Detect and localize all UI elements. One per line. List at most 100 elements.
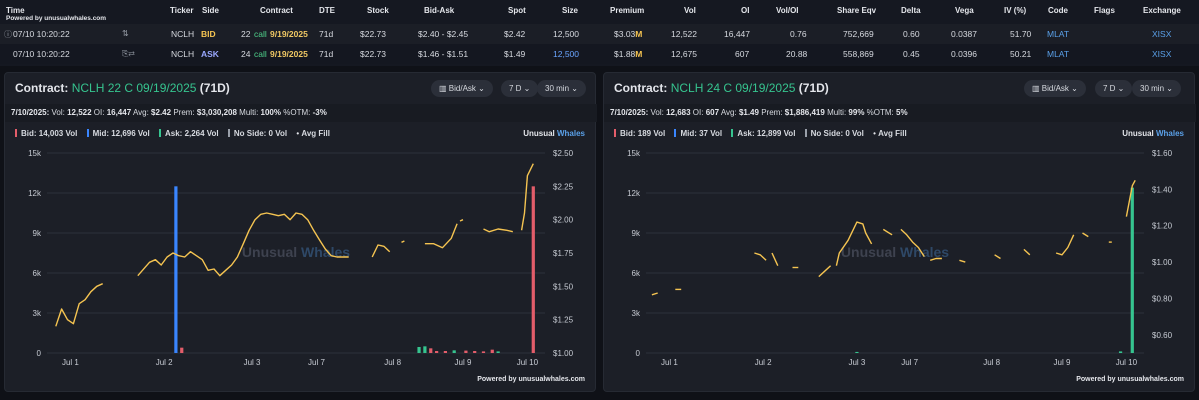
cell-dte: 71d (319, 49, 334, 59)
mode-value: Bid/Ask (448, 84, 476, 93)
y-left-tick-label: 12k (627, 189, 641, 198)
stats-oi-label: OI: (93, 108, 105, 117)
chevron-down-icon: ⌄ (1068, 84, 1078, 93)
x-tick-label: Jul 10 (1116, 358, 1138, 367)
col-header-delta[interactable]: Delta (901, 6, 921, 15)
col-header-vol[interactable]: Vol (684, 6, 696, 15)
volume-bar-ask (855, 351, 859, 353)
legend-noside[interactable]: No Side: 0 Vol (227, 129, 287, 138)
mode-select[interactable]: ▥ Bid/Ask ⌄ (1024, 80, 1086, 97)
stats-prem: $3,030,208 (196, 108, 237, 117)
volume-bar-bid (481, 351, 486, 353)
cell-vol: 12,675 (671, 49, 697, 59)
cell-expiry: 9/19/2025 (270, 29, 308, 39)
range-select[interactable]: 7 D ⌄ (1095, 80, 1133, 97)
cell-code[interactable]: MLAT (1047, 29, 1070, 39)
volume-bar-ask (496, 351, 500, 353)
col-header-vol-oi[interactable]: Vol/OI (776, 6, 799, 15)
legend-bid[interactable]: Bid: 189 Vol (614, 129, 665, 138)
legend-avgfill[interactable]: • Avg Fill (296, 129, 330, 138)
volume-bar-ask (417, 347, 421, 353)
powered-by-label: Powered by unusualwhales.com (477, 376, 585, 383)
col-header-code[interactable]: Code (1048, 6, 1068, 15)
range-select[interactable]: 7 D ⌄ (501, 80, 539, 97)
x-tick-label: Jul 7 (901, 358, 918, 367)
price-volume-chart[interactable]: 0 3k 6k 9k 12k 15k $0.60 $0.80 $1.00 $1.20 $1.40 $1… (604, 143, 1196, 373)
col-header-vega[interactable]: Vega (955, 6, 974, 15)
contract-panel-left: Contract: NCLH 22 C 09/19/2025 (71D) ▥ B… (4, 72, 597, 392)
col-header-size[interactable]: Size (562, 6, 579, 15)
col-header-bid-ask[interactable]: Bid-Ask (424, 6, 455, 15)
col-header-share-eqv[interactable]: Share Eqv (837, 6, 877, 15)
cell-ticker[interactable]: NCLH (171, 49, 195, 59)
legend-bid[interactable]: Bid: 14,003 Vol (15, 129, 77, 138)
avg-fill-line (1023, 248, 1031, 256)
legend-ask[interactable]: Ask: 2,264 Vol (159, 129, 219, 138)
contract-name[interactable]: NCLH 22 C 09/19/2025 (71, 81, 197, 95)
chart-legend: Bid: 189 Vol Mid: 37 Vol Ask: 12,899 Vol… (614, 129, 914, 138)
cell-size: 12,500 (553, 49, 579, 59)
y-right-tick-label: $2.25 (553, 182, 574, 191)
table-row[interactable]: 07/10 10:20:22 ⎘⇄ NCLH ASK 24 call 9/19/… (0, 44, 1199, 64)
watermark-part: Whales (900, 244, 949, 260)
stats-oi-label: OI: (692, 108, 704, 117)
col-header-stock[interactable]: Stock (367, 6, 389, 15)
price-volume-chart[interactable]: 0 3k 6k 9k 12k 15k $1.00 $1.25 $1.50 $1.75 $2.00 $2… (5, 143, 597, 373)
legend-avgfill[interactable]: • Avg Fill (873, 129, 907, 138)
link-icon[interactable]: ⇅ (122, 29, 129, 38)
volume-bar-bid (464, 350, 468, 353)
cell-iv: 50.21 (1010, 49, 1032, 59)
avg-fill-line (424, 223, 458, 249)
cell-time: 07/10 10:20:22 (13, 29, 70, 39)
legend-mid[interactable]: Mid: 12,696 Vol (86, 129, 150, 138)
cell-spot: $1.49 (504, 49, 526, 59)
table-row[interactable]: ⓘ 07/10 10:20:22 ⇅ NCLH BID 22 call 9/19… (0, 24, 1199, 44)
stats-oi: 607 (705, 108, 720, 117)
cell-type: call (254, 29, 267, 39)
col-header-side[interactable]: Side (202, 6, 219, 15)
legend-noside[interactable]: No Side: 0 Vol (804, 129, 864, 138)
col-header-oi[interactable]: OI (741, 6, 750, 15)
y-left-tick-label: 9k (632, 229, 641, 238)
stats-avg: $2.42 (151, 108, 172, 117)
stats-otm-label: %OTM: (866, 108, 894, 117)
col-header-flags[interactable]: Flags (1094, 6, 1115, 15)
y-left-tick-label: 12k (28, 189, 42, 198)
y-left-tick-label: 3k (632, 309, 641, 318)
chevron-down-icon: ⌄ (569, 84, 578, 93)
mode-select[interactable]: ▥ Bid/Ask ⌄ (431, 80, 493, 97)
x-tick-label: Jul 8 (983, 358, 1000, 367)
col-header-ticker[interactable]: Ticker (170, 6, 194, 15)
stats-vol: 12,522 (67, 108, 92, 117)
chart-legend: Bid: 14,003 Vol Mid: 12,696 Vol Ask: 2,2… (15, 129, 337, 138)
col-header-contract[interactable]: Contract (260, 6, 293, 15)
y-left-tick-label: 0 (37, 349, 42, 358)
col-header-premium[interactable]: Premium (610, 6, 645, 15)
y-left-tick-label: 6k (33, 269, 42, 278)
chevron-down-icon: ⌄ (475, 84, 485, 93)
col-header-iv[interactable]: IV (%) (1004, 6, 1027, 15)
cell-exchange[interactable]: XISX (1152, 49, 1172, 59)
cell-ticker[interactable]: NCLH (171, 29, 195, 39)
col-header-dte[interactable]: DTE (319, 6, 335, 15)
legend-mid[interactable]: Mid: 37 Vol (674, 129, 722, 138)
cell-exchange[interactable]: XISX (1152, 29, 1172, 39)
panel-title: Contract: NCLH 22 C 09/19/2025 (71D) (15, 81, 230, 95)
y-right-tick-label: $2.50 (553, 149, 574, 158)
cell-code[interactable]: MLAT (1047, 49, 1070, 59)
cell-premium: $1.88M (614, 49, 642, 59)
stats-multi: 99% (848, 108, 865, 117)
interval-select[interactable]: 30 min ⌄ (537, 80, 586, 97)
legend-ask[interactable]: Ask: 12,899 Vol (731, 129, 795, 138)
contract-name[interactable]: NCLH 24 C 09/19/2025 (670, 81, 796, 95)
interval-select[interactable]: 30 min ⌄ (1132, 80, 1181, 97)
cell-premium: $3.03M (614, 29, 642, 39)
contract-panel-right: Contract: NCLH 24 C 09/19/2025 (71D) ▥ B… (603, 72, 1196, 392)
col-header-spot[interactable]: Spot (508, 6, 526, 15)
link-icon[interactable]: ⎘⇄ (122, 49, 135, 58)
col-header-exchange[interactable]: Exchange (1143, 6, 1181, 15)
col-header-time[interactable]: Time (6, 6, 25, 15)
info-icon[interactable]: ⓘ (4, 30, 12, 39)
x-tick-label: Jul 9 (1054, 358, 1071, 367)
y-right-tick-label: $0.60 (1152, 331, 1173, 340)
